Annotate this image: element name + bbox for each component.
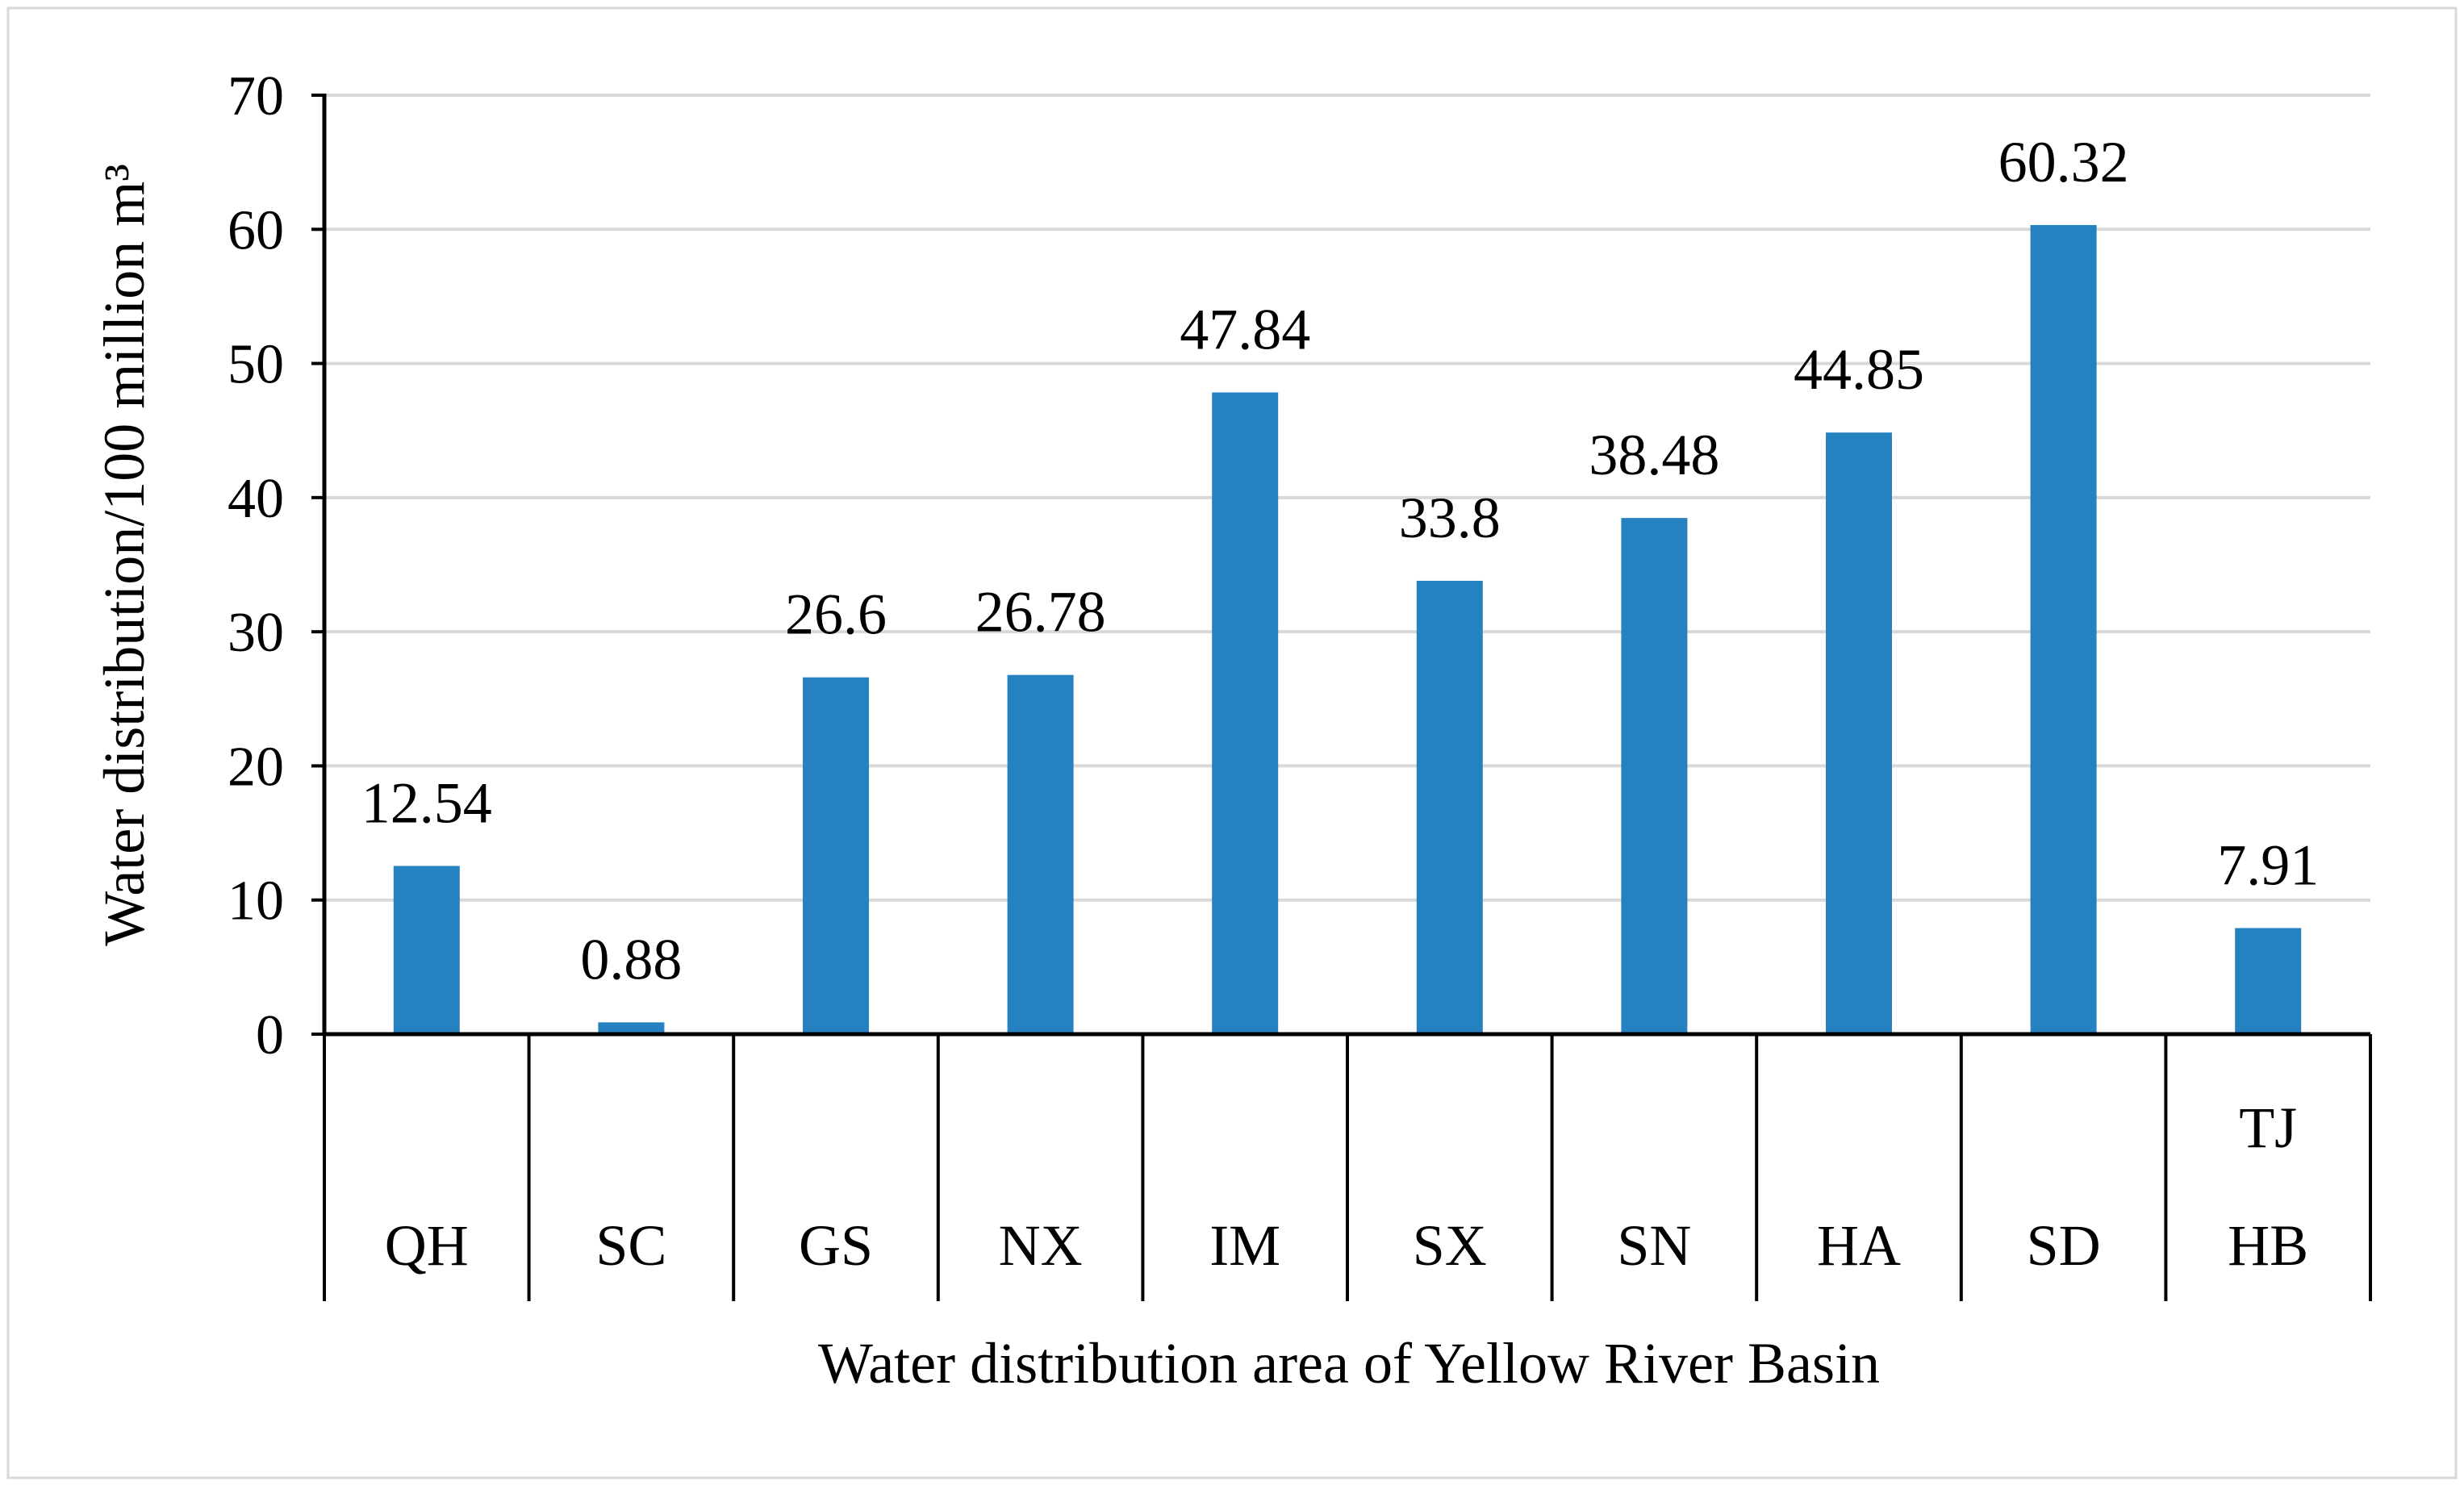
data-label: 60.32: [1998, 130, 2129, 194]
data-label: 44.85: [1794, 337, 1924, 402]
bar: [393, 866, 460, 1034]
y-tick-label: 30: [228, 602, 284, 664]
x-axis-title: Water distribution area of Yellow River …: [818, 1331, 1880, 1396]
y-tick-label: 50: [228, 334, 284, 396]
data-label: 0.88: [580, 927, 682, 991]
x-category-label: SC: [595, 1213, 666, 1278]
x-category-label: HB: [2228, 1213, 2308, 1278]
data-label: 47.84: [1180, 297, 1310, 361]
data-label: 33.8: [1399, 486, 1501, 550]
x-category-label: SX: [1413, 1213, 1487, 1278]
y-tick-labels: 0 10 20 30 40 50 60 70: [228, 65, 284, 1066]
y-tick-label: 70: [228, 65, 284, 127]
bar: [1826, 432, 1892, 1034]
y-tick-label: 60: [228, 199, 284, 261]
y-tick-label: 10: [228, 870, 284, 933]
x-category-label: TJ: [2239, 1095, 2297, 1160]
x-category-label: QH: [385, 1213, 469, 1278]
bar: [1416, 580, 1483, 1034]
x-category-label: HA: [1817, 1213, 1901, 1278]
x-category-labels: QH SC GS NX IM SX SN HA SD TJ HB: [385, 1095, 2308, 1278]
y-axis-title: Water distribution/100 million m³: [92, 164, 157, 946]
y-tick-label: 40: [228, 468, 284, 530]
bar: [803, 677, 869, 1034]
y-tick-label: 0: [256, 1004, 284, 1066]
data-label: 7.91: [2217, 832, 2319, 897]
bar: [2030, 224, 2097, 1034]
y-tick-label: 20: [228, 736, 284, 798]
gridlines: [324, 94, 2370, 902]
data-label: 26.78: [975, 580, 1106, 645]
x-category-label: GS: [799, 1213, 873, 1278]
x-category-label: NX: [999, 1213, 1083, 1278]
data-label: 26.6: [785, 582, 887, 647]
bar: [1621, 518, 1688, 1034]
data-labels: 12.54 0.88 26.6 26.78 47.84 33.8 38.48 44.85 60.…: [361, 130, 2319, 991]
x-category-label: SD: [2027, 1213, 2101, 1278]
bar: [2235, 928, 2302, 1034]
bar: [1007, 674, 1074, 1034]
axes: [311, 94, 2372, 1301]
bars: [393, 224, 2302, 1034]
data-label: 38.48: [1589, 423, 1719, 487]
x-category-label: SN: [1617, 1213, 1691, 1278]
x-category-label: IM: [1209, 1213, 1280, 1278]
bar: [1212, 392, 1279, 1034]
bar: [598, 1022, 665, 1034]
data-label: 12.54: [361, 770, 492, 835]
